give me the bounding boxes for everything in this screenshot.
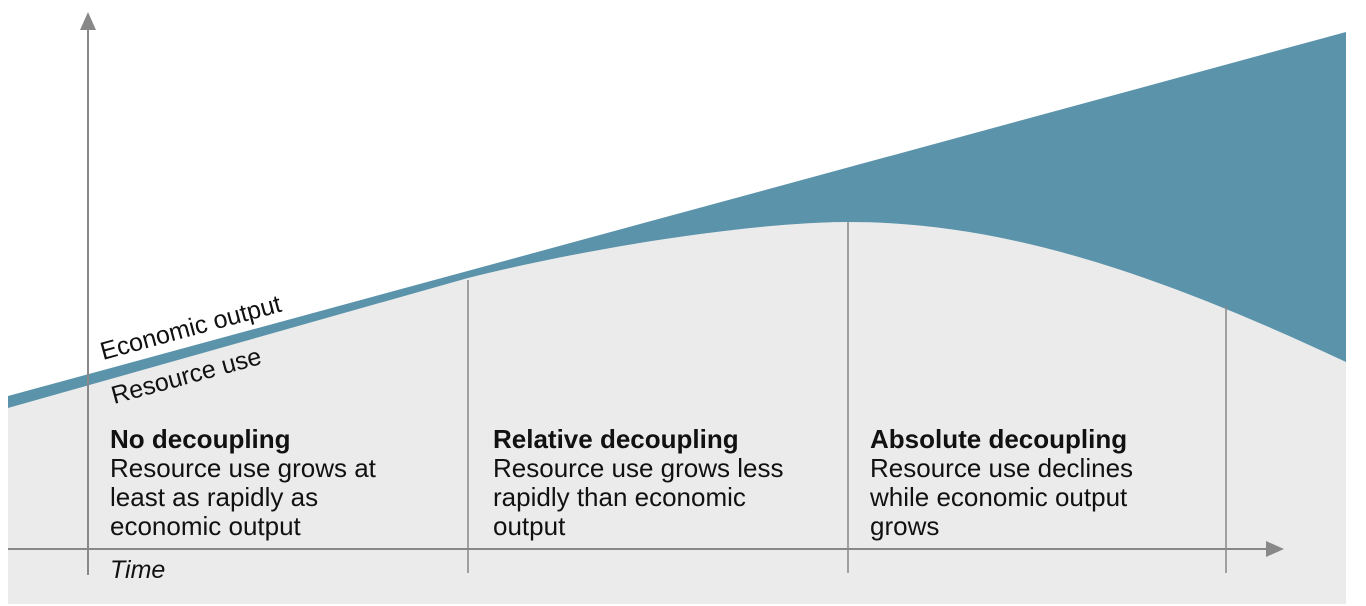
phase-description: economic output bbox=[110, 511, 302, 541]
phase-description: Resource use grows at bbox=[110, 453, 377, 483]
phase-description: rapidly than economic bbox=[493, 482, 746, 512]
phase-description: grows bbox=[870, 511, 939, 541]
phase-description: Resource use grows less bbox=[493, 453, 783, 483]
resource-area bbox=[8, 222, 1346, 604]
phase-title: Absolute decoupling bbox=[870, 424, 1127, 454]
x-axis-label: Time bbox=[110, 556, 165, 584]
phase-description: least as rapidly as bbox=[110, 482, 318, 512]
phase-title: No decoupling bbox=[110, 424, 291, 454]
phase-description: Resource use declines bbox=[870, 453, 1133, 483]
decoupling-gap bbox=[8, 32, 1346, 408]
phase-description: while economic output bbox=[869, 482, 1128, 512]
phase-description: output bbox=[493, 511, 566, 541]
phase-title: Relative decoupling bbox=[493, 424, 739, 454]
